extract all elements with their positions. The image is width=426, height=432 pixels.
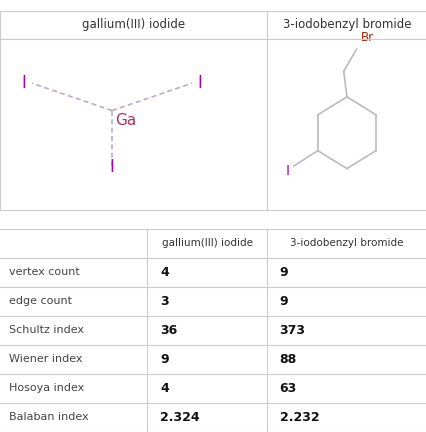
Text: Balaban index: Balaban index (9, 413, 88, 422)
Bar (0, 11, 266, 39)
Text: I: I (22, 74, 26, 92)
Text: 373: 373 (279, 324, 305, 337)
Text: 9: 9 (279, 266, 288, 279)
Text: 88: 88 (279, 353, 296, 366)
Text: 2.324: 2.324 (160, 411, 199, 424)
Text: 2.232: 2.232 (279, 411, 319, 424)
Text: I: I (109, 158, 114, 176)
Text: gallium(III) iodide: gallium(III) iodide (82, 18, 184, 32)
Text: 63: 63 (279, 382, 296, 395)
Text: Br: Br (360, 31, 374, 44)
Text: 36: 36 (160, 324, 177, 337)
Text: Ga: Ga (115, 113, 136, 128)
Text: 4: 4 (160, 266, 168, 279)
Text: edge count: edge count (9, 296, 72, 306)
Text: Wiener index: Wiener index (9, 355, 82, 365)
Text: Schultz index: Schultz index (9, 325, 83, 336)
Text: 9: 9 (160, 353, 168, 366)
Text: gallium(III) iodide: gallium(III) iodide (161, 238, 252, 248)
Text: 3: 3 (160, 295, 168, 308)
Text: Hosoya index: Hosoya index (9, 384, 83, 394)
Text: I: I (197, 74, 202, 92)
Text: I: I (285, 164, 289, 178)
Text: 3-iodobenzyl bromide: 3-iodobenzyl bromide (290, 238, 403, 248)
Text: 3-iodobenzyl bromide: 3-iodobenzyl bromide (282, 18, 410, 32)
Text: 4: 4 (160, 382, 168, 395)
Text: 9: 9 (279, 295, 288, 308)
Bar (266, 11, 426, 39)
Text: vertex count: vertex count (9, 267, 79, 277)
